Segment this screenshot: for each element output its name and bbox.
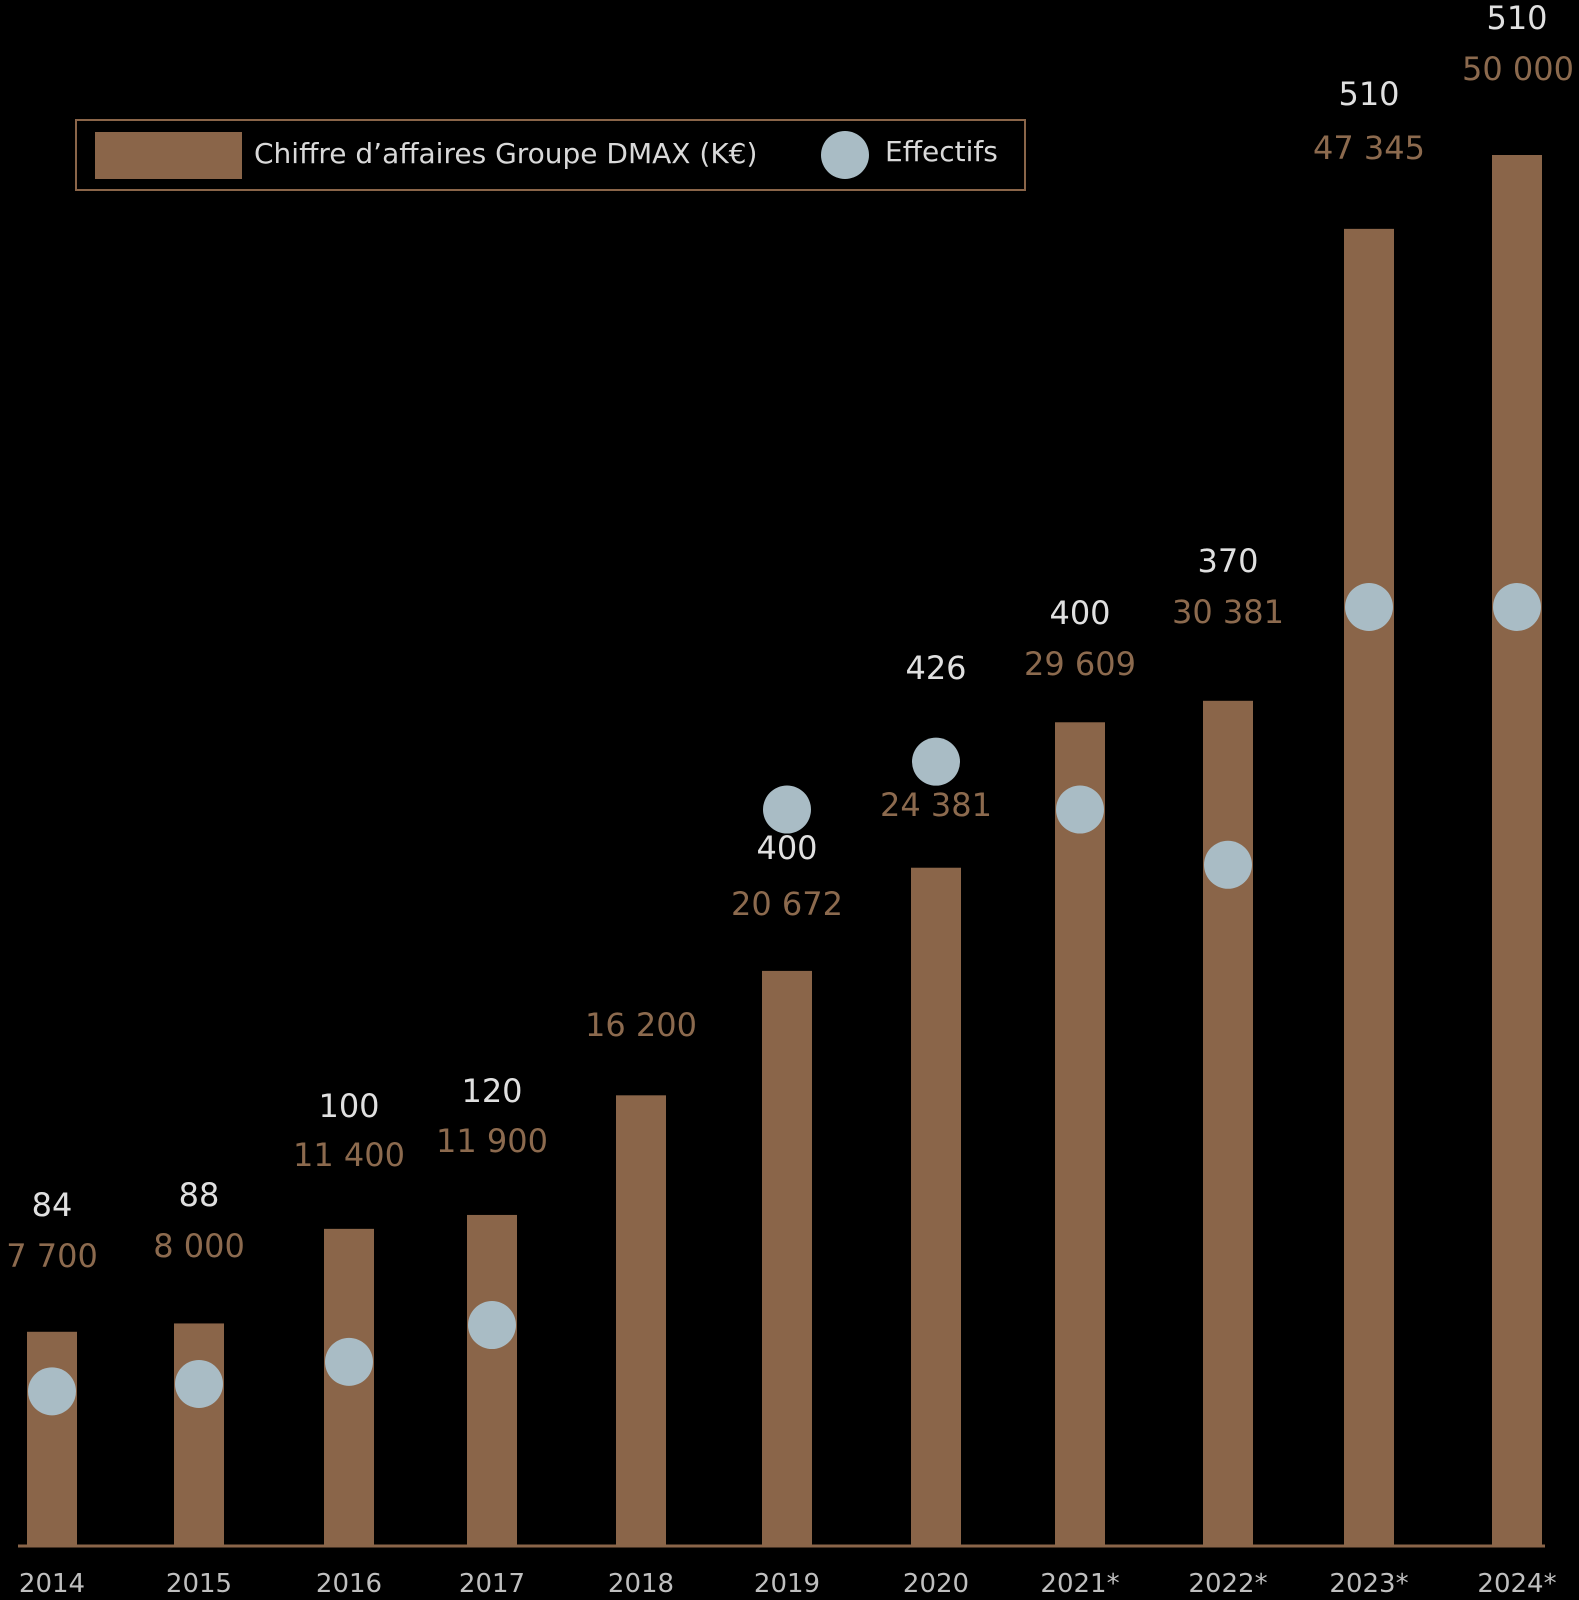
revenue-label: 47 345 xyxy=(1313,129,1425,167)
labels-group: 7 700 84 8 000 88 11 400 100 11 900 120 16 200 20… xyxy=(6,0,1574,1275)
effectifs-dot-2014 xyxy=(28,1367,76,1416)
effectifs-dot-2017 xyxy=(468,1301,516,1350)
effectifs-dot-2021 xyxy=(1056,785,1104,834)
bar-2014 xyxy=(27,1331,77,1546)
x-tick-label: 2017 xyxy=(459,1569,525,1599)
revenue-label: 30 381 xyxy=(1172,593,1284,631)
bar-2017 xyxy=(467,1214,517,1546)
x-tick-label: 2019 xyxy=(754,1569,820,1599)
bar-2024 xyxy=(1492,155,1542,1546)
revenue-label: 8 000 xyxy=(153,1227,245,1265)
bar-2023 xyxy=(1344,228,1394,1547)
effectifs-label: 370 xyxy=(1197,542,1258,580)
effectifs-label: 510 xyxy=(1338,75,1399,113)
effectifs-dot-2015 xyxy=(175,1359,223,1408)
legend-swatch-revenue xyxy=(95,132,242,179)
effectifs-label: 426 xyxy=(905,649,966,687)
bars-group xyxy=(27,155,1542,1547)
revenue-label: 11 400 xyxy=(293,1136,405,1174)
effectifs-label: 84 xyxy=(32,1186,73,1224)
revenue-label: 29 609 xyxy=(1024,645,1136,683)
bar-2018 xyxy=(616,1095,666,1546)
dots-group xyxy=(28,583,1541,1416)
effectifs-dot-2024 xyxy=(1493,583,1541,631)
revenue-label: 7 700 xyxy=(6,1237,98,1275)
x-tick-label: 2024* xyxy=(1477,1569,1556,1599)
x-tick-label: 2023* xyxy=(1329,1569,1408,1599)
effectifs-label: 510 xyxy=(1486,0,1547,37)
revenue-label: 20 672 xyxy=(731,885,843,923)
legend-swatch-effectifs xyxy=(821,131,869,179)
legend: Chiffre d’affaires Groupe DMAX (K€) Effe… xyxy=(75,119,1026,191)
revenue-label: 50 000 xyxy=(1462,50,1574,88)
x-tick-label: 2022* xyxy=(1188,1569,1267,1599)
effectifs-dot-2023 xyxy=(1345,583,1393,631)
bar-2021 xyxy=(1055,722,1105,1546)
bar-2015 xyxy=(174,1323,224,1546)
legend-label-revenue: Chiffre d’affaires Groupe DMAX (K€) xyxy=(254,137,757,170)
effectifs-label: 120 xyxy=(461,1072,522,1110)
revenue-label: 11 900 xyxy=(436,1122,548,1160)
revenue-label: 24 381 xyxy=(880,786,992,824)
effectifs-dot-2020 xyxy=(912,737,960,786)
bar-2016 xyxy=(324,1228,374,1546)
effectifs-dot-2022 xyxy=(1204,840,1252,889)
effectifs-label: 100 xyxy=(318,1087,379,1125)
legend-label-effectifs: Effectifs xyxy=(885,135,998,168)
x-tick-label: 2018 xyxy=(608,1569,674,1599)
revenue-label: 16 200 xyxy=(585,1006,697,1044)
effectifs-label: 400 xyxy=(1049,594,1110,632)
effectifs-label: 400 xyxy=(756,829,817,867)
x-tick-label: 2020 xyxy=(903,1569,969,1599)
x-tick-label: 2016 xyxy=(316,1569,382,1599)
x-tick-label: 2015 xyxy=(166,1569,232,1599)
x-tick-label: 2014 xyxy=(19,1569,85,1599)
effectifs-dot-2019 xyxy=(763,785,811,834)
x-tick-label: 2021* xyxy=(1040,1569,1119,1599)
legend-box xyxy=(75,119,1026,191)
effectifs-dot-2016 xyxy=(325,1337,373,1386)
bar-2020 xyxy=(911,867,961,1546)
bar-2019 xyxy=(762,970,812,1546)
x-axis-ticks: 2014 2015 2016 2017 2018 2019 2020 2021* 2022* 20… xyxy=(19,1569,1557,1599)
effectifs-label: 88 xyxy=(179,1176,220,1214)
bar-2022 xyxy=(1203,700,1253,1546)
